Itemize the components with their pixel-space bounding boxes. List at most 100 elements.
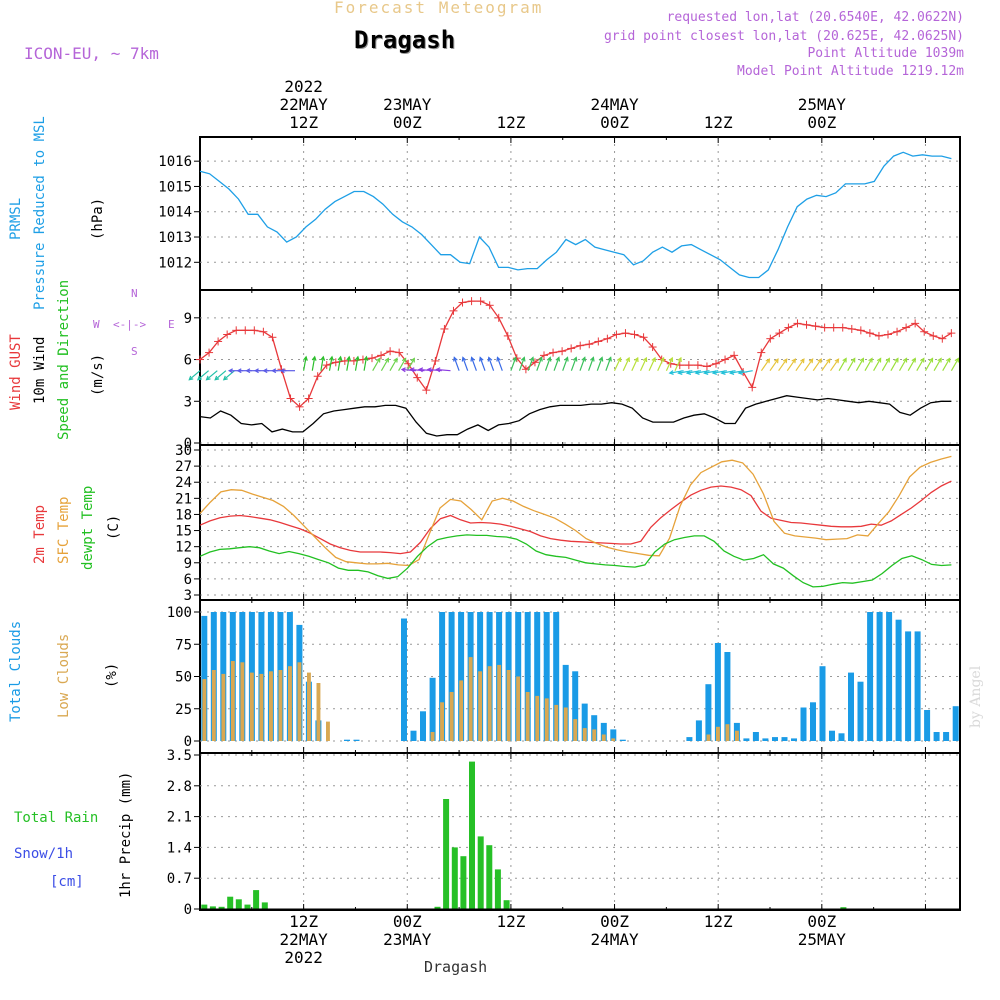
wind-arrow <box>665 357 673 371</box>
bar-low-clouds <box>487 666 492 741</box>
bar-total-clouds <box>524 612 531 741</box>
wind-arrow-head <box>677 356 682 363</box>
bar-total-clouds <box>458 612 465 741</box>
wind-arrow-head <box>253 368 259 374</box>
low-clouds-label: Low Clouds <box>56 633 72 718</box>
y-tick-label: 1015 <box>158 179 192 195</box>
wind-arrow-head <box>868 357 873 363</box>
wind-arrow <box>795 358 805 372</box>
wind-arrow-head <box>393 357 398 363</box>
wind-arrow <box>812 358 822 372</box>
y-tick-label: 1013 <box>158 230 192 246</box>
wind-arrow-head <box>384 357 390 363</box>
wind-arrow-head <box>668 356 674 363</box>
wind-arrow <box>380 358 389 371</box>
wind-arrow <box>354 356 359 371</box>
bar-low-clouds <box>573 719 578 741</box>
wind-arrow <box>950 358 959 371</box>
wind10-label: 10m Wind <box>32 336 48 404</box>
series-line-sfc-temp <box>199 455 952 567</box>
compass-n: N <box>131 287 138 300</box>
wind-arrow <box>786 358 796 372</box>
wind-arrow <box>363 356 368 371</box>
wind-arrow <box>898 358 908 371</box>
wind-arrow <box>197 370 209 381</box>
location-title: Dragash <box>354 26 456 54</box>
y-tick-label: 75 <box>175 637 192 653</box>
bar-low-clouds <box>544 698 549 741</box>
bar-total-clouds <box>752 732 759 741</box>
bar-total-rain <box>253 890 260 909</box>
wind-arrow-head <box>945 357 951 363</box>
bar-total-clouds <box>819 666 826 741</box>
wind-arrow-head <box>311 355 317 361</box>
wind-arrow <box>462 357 469 371</box>
panel-frame-4 <box>199 752 961 911</box>
bar-total-clouds <box>762 738 769 741</box>
wind-arrow <box>830 358 839 372</box>
y-tick-label: 30 <box>175 443 192 459</box>
wind-arrow <box>916 358 925 371</box>
wind-arrow-head <box>774 358 779 364</box>
wind-arrow <box>760 358 770 372</box>
bar-total-clouds <box>714 643 721 741</box>
wind-arrow <box>838 358 847 371</box>
panel-frame-2 <box>199 444 961 601</box>
bar-low-clouds <box>535 695 540 741</box>
compass-e: E <box>168 318 175 331</box>
wind-arrow-head <box>188 375 194 381</box>
wind-arrow <box>769 358 779 372</box>
bar-total-rain <box>503 900 510 909</box>
bar-total-clouds <box>829 730 835 741</box>
y-tick-label: 1.4 <box>167 840 192 856</box>
precip-unit-label: 1hr Precip (mm) <box>118 771 134 898</box>
wind-arrow-head <box>453 356 458 362</box>
panel-frame-0 <box>199 136 961 291</box>
wind-arrow <box>518 357 525 371</box>
bar-low-clouds <box>326 721 330 741</box>
bar-low-clouds <box>582 728 587 741</box>
bar-total-clouds <box>933 732 940 741</box>
bar-low-clouds <box>611 738 616 741</box>
wind-arrow-head <box>598 356 604 362</box>
temp-unit-label: (C) <box>106 514 122 540</box>
series-line-10m-wind <box>199 395 952 437</box>
bar-low-clouds <box>307 672 311 741</box>
y-tick-label: 24 <box>175 475 192 491</box>
y-tick-label: 18 <box>175 507 192 523</box>
bottom-time-label: 22MAY <box>280 930 329 949</box>
y-tick-label: 0 <box>184 902 192 918</box>
wind-arrow <box>536 357 543 371</box>
wind-arrow <box>303 356 307 371</box>
bar-total-clouds <box>353 739 360 741</box>
wind-arrow-head <box>520 356 526 362</box>
bar-total-rain <box>477 836 484 909</box>
wind-arrow <box>419 368 434 372</box>
bar-total-clouds <box>572 671 579 741</box>
bar-total-clouds <box>743 738 750 741</box>
y-tick-label: 3 <box>184 588 192 604</box>
wind-arrow <box>881 358 890 371</box>
wind-arrow <box>778 358 788 372</box>
wind-arrow <box>406 358 415 371</box>
bar-total-clouds <box>886 612 893 741</box>
y-tick-label: 6 <box>184 572 192 588</box>
bar-total-clouds <box>201 615 208 741</box>
bar-total-clouds <box>876 612 883 741</box>
y-tick-label: 3 <box>184 394 192 410</box>
wind-arrow <box>622 357 630 371</box>
wind-arrow <box>488 357 495 371</box>
top-time-label: 25MAY <box>798 95 847 114</box>
wind-arrow <box>427 368 442 372</box>
grid-point-coords: grid point closest lon,lat (20.625E, 42.… <box>603 29 964 44</box>
top-time-label: 00Z <box>807 113 836 132</box>
wind-arrow <box>496 357 503 371</box>
bar-total-clouds <box>686 737 693 741</box>
bar-total-clouds <box>857 681 864 741</box>
wind-arrow <box>544 357 551 371</box>
bar-total-rain <box>486 845 493 909</box>
wind-arrow <box>890 358 899 371</box>
footer-location: Dragash <box>424 958 488 976</box>
bar-low-clouds <box>497 664 502 741</box>
wind-arrow-head <box>461 356 467 362</box>
